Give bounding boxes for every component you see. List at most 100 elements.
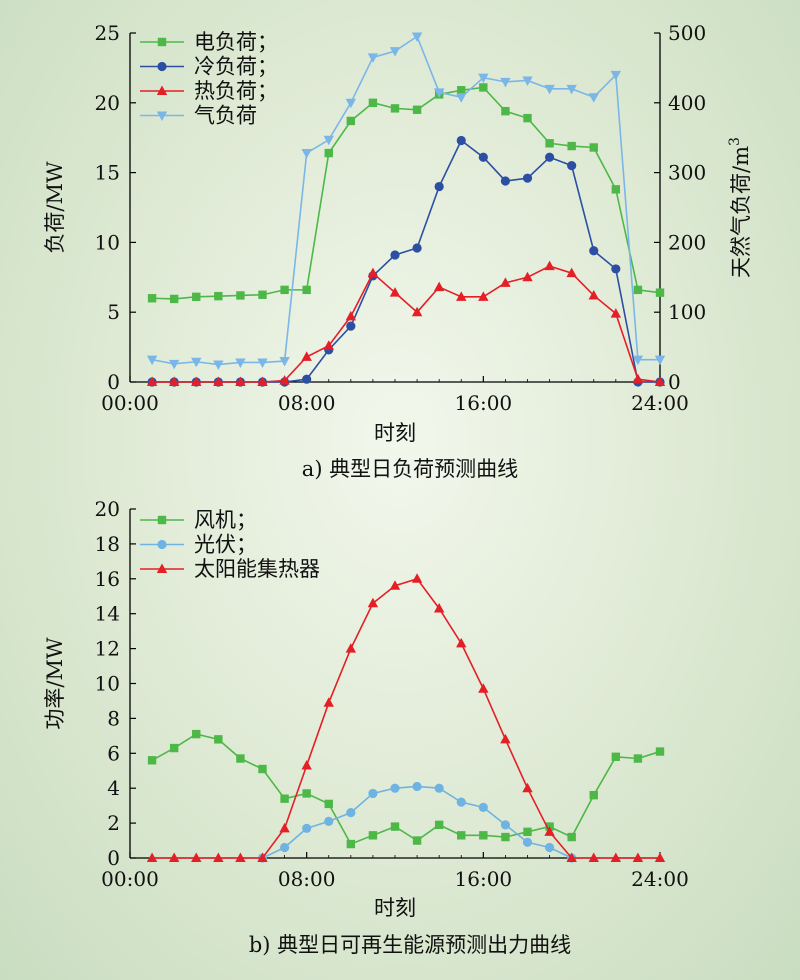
data-point [522,837,533,847]
data-point [389,580,401,590]
data-point [500,277,511,287]
y-tick-label: 0 [107,846,120,870]
data-point [544,84,555,95]
data-point [545,139,554,148]
data-point [192,729,201,739]
data-point [523,827,532,837]
data-point [632,355,644,366]
data-point [302,374,312,384]
data-point [567,832,576,842]
y-tick-label: 16 [95,567,120,591]
y-tick-label: 5 [107,300,120,324]
data-point [633,285,643,295]
data-point [610,308,622,318]
data-point [257,358,268,368]
legend-label: 冷负荷； [194,55,278,79]
data-point [478,291,489,301]
series-1 [147,135,665,387]
chart-caption: b) 典型日可再生能源预测出力曲线 [249,933,571,957]
data-point [168,376,180,386]
data-point [191,376,202,386]
legend: 电负荷；冷负荷；热负荷；气负荷 [140,30,278,128]
x-axis-title: 时刻 [374,896,416,920]
data-point [169,743,179,753]
y2-axis-title-main: 天然气负荷/m [729,146,753,278]
data-point [611,752,621,761]
data-point [191,357,202,368]
series-1 [257,781,577,863]
y-tick-label: 4 [107,776,120,800]
data-point [566,852,577,862]
data-point [191,852,202,862]
data-point [367,53,379,63]
legend-label: 电负荷； [194,30,278,54]
data-point [301,149,312,159]
data-point [258,764,267,774]
y2-axis-title: 天然气负荷/m3 [727,137,753,278]
data-point [280,285,289,295]
data-point [147,294,157,303]
data-point [457,831,466,840]
data-point [346,839,356,849]
y-tick-label: 15 [95,161,120,185]
x-tick-label: 16:00 [455,391,513,415]
y2-tick-label: 300 [668,161,706,185]
data-point [323,697,334,707]
data-point [632,852,644,862]
data-point [588,289,599,300]
data-point [146,852,158,862]
x-tick-label: 24:00 [631,867,689,891]
data-point [169,294,179,304]
data-point [257,852,268,862]
data-point [368,98,378,107]
x-tick-label: 00:00 [101,867,159,891]
data-point [478,802,488,812]
chart-panel-a: 0 5 10 15 20 25 0 100 200 300 400 500 00:00 08:00 16:0… [43,21,753,481]
data-point [610,70,622,81]
y-tick-label: 20 [95,497,120,521]
data-point [434,783,444,793]
data-point [279,822,290,833]
data-point [168,852,180,862]
data-point [500,733,511,744]
x-axis-title: 时刻 [374,421,416,445]
data-point [655,288,665,297]
legend-marker [156,85,168,95]
data-point [323,135,334,146]
data-point [214,735,223,744]
legend-label: 风机； [194,508,257,532]
legend-marker [156,563,168,573]
legend-marker [157,37,167,47]
x-tick-label: 00:00 [101,391,159,415]
y-tick-label: 8 [107,706,120,730]
legend-label: 气负荷 [194,104,257,128]
data-point [213,376,224,386]
y-tick-label: 10 [95,672,120,696]
data-point [146,355,158,366]
series-2 [146,260,666,386]
series-0 [147,729,665,849]
data-point [390,783,400,793]
data-point [654,376,666,386]
data-point [147,756,157,765]
data-point [544,260,555,271]
y2-axis-title-superscript: 3 [727,137,743,146]
data-point [235,358,246,368]
data-point [522,76,533,86]
data-point [279,842,290,853]
data-point [235,376,246,386]
y2-tick-label: 500 [668,21,706,45]
data-point [588,852,599,862]
data-point [566,267,577,278]
data-point [412,781,422,792]
data-point [567,141,576,151]
data-point [523,113,532,123]
data-point [589,246,599,256]
data-point [412,243,422,253]
data-point [588,93,599,103]
data-point [257,376,268,386]
y2-tick-label: 100 [668,300,706,324]
data-point [610,852,622,862]
data-point [479,83,488,92]
